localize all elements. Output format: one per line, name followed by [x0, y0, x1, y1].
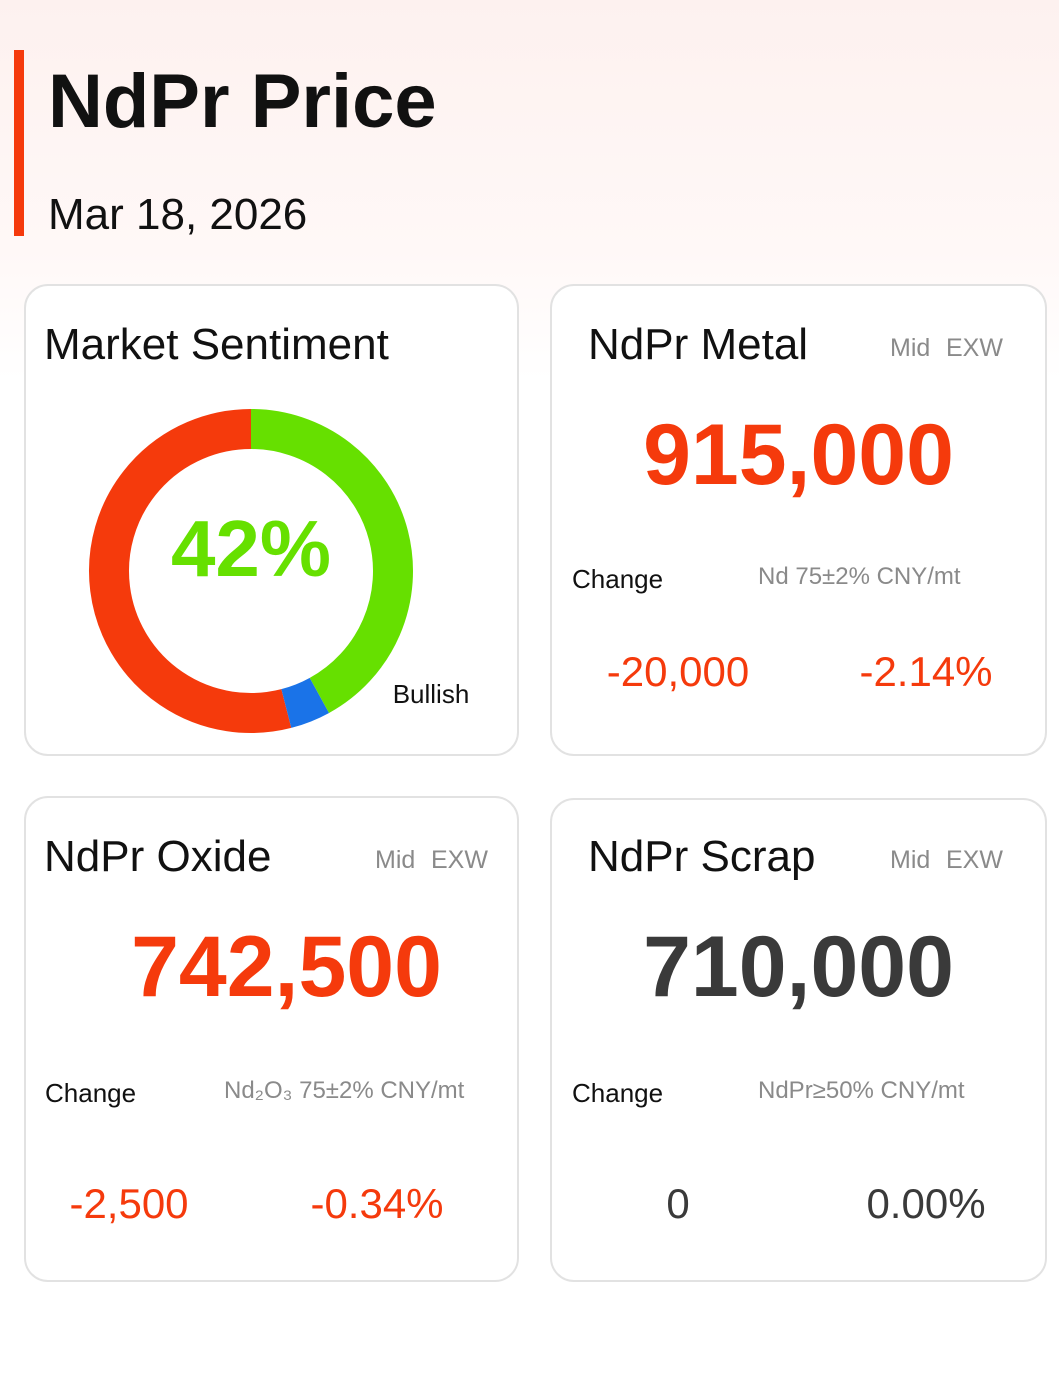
donut-segment	[89, 409, 292, 733]
donut-segment	[280, 677, 330, 728]
price-card: NdPr Scrap Mid EXW 710,000 Change NdPr≥5…	[550, 798, 1047, 1282]
change-value: -20,000	[606, 648, 750, 695]
sentiment-card: Market Sentiment 42% Bullish	[24, 284, 519, 756]
change-percent: -0.34%	[310, 1180, 444, 1227]
change-value: 0	[666, 1180, 690, 1227]
date: Mar 18, 2026	[48, 190, 308, 239]
price-card: NdPr Oxide Mid EXW 742,500 Change Nd₂O₃ …	[24, 796, 519, 1282]
change-percent: 0.00%	[866, 1180, 986, 1227]
change-percent: -2.14%	[859, 648, 993, 695]
donut: 42% Bullish	[89, 409, 470, 733]
tag: Mid	[890, 334, 931, 362]
spec: NdPr≥50% CNY/mt	[758, 1077, 965, 1104]
price: 742,500	[131, 919, 442, 1015]
donut-segment	[250, 409, 413, 713]
change-value: -2,500	[69, 1180, 189, 1227]
card-title: NdPr Scrap	[588, 832, 816, 881]
change-label: Change	[45, 1078, 137, 1108]
accent-bar	[14, 50, 24, 236]
price: 710,000	[643, 919, 954, 1015]
card-title: NdPr Oxide	[44, 832, 272, 881]
card-title: NdPr Metal	[588, 320, 809, 369]
sentiment-percent: 42%	[171, 504, 331, 593]
tag: Mid	[375, 846, 416, 874]
sentiment-label: Bullish	[393, 679, 470, 709]
card-title: Market Sentiment	[44, 320, 389, 369]
tag: EXW	[431, 846, 488, 874]
spec: Nd 75±2% CNY/mt	[758, 563, 961, 590]
page-title: NdPr Price	[48, 59, 437, 144]
tag: Mid	[890, 846, 931, 874]
spec: Nd₂O₃ 75±2% CNY/mt	[224, 1077, 465, 1104]
tag: EXW	[946, 334, 1003, 362]
price-card: NdPr Metal Mid EXW 915,000 Change Nd 75±…	[550, 284, 1047, 756]
tag: EXW	[946, 846, 1003, 874]
change-label: Change	[572, 1078, 664, 1108]
price: 915,000	[643, 407, 954, 503]
change-label: Change	[572, 564, 664, 594]
